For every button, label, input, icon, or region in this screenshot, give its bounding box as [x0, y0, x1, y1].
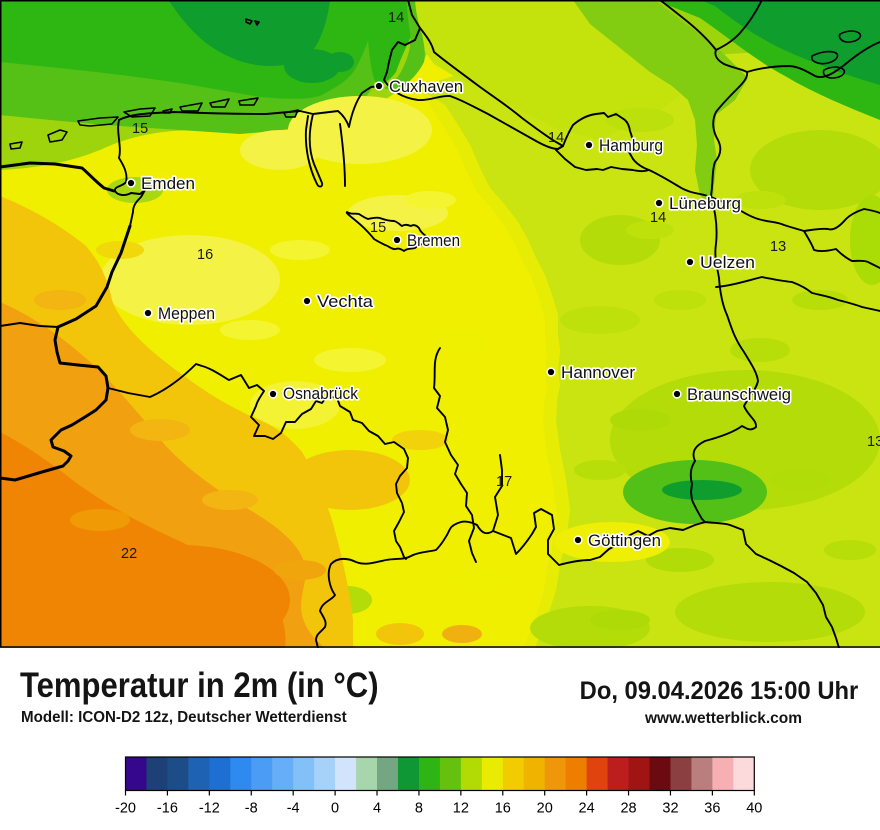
svg-text:Uelzen: Uelzen	[700, 254, 755, 272]
svg-text:Braunschweig: Braunschweig	[687, 386, 791, 404]
svg-text:8: 8	[415, 801, 423, 817]
svg-text:Hamburg: Hamburg	[599, 137, 663, 155]
svg-text:13: 13	[770, 239, 786, 255]
svg-text:-20: -20	[115, 801, 136, 817]
svg-text:16: 16	[495, 801, 511, 817]
svg-text:Meppen: Meppen	[158, 305, 215, 323]
svg-text:13: 13	[867, 434, 880, 450]
svg-text:Cuxhaven: Cuxhaven	[389, 78, 463, 96]
svg-text:-16: -16	[157, 801, 178, 817]
svg-text:28: 28	[620, 801, 636, 817]
svg-text:22: 22	[121, 546, 137, 562]
svg-text:4: 4	[373, 801, 381, 817]
svg-text:-8: -8	[245, 801, 258, 817]
svg-text:Osnabrück: Osnabrück	[283, 385, 359, 403]
svg-text:14: 14	[548, 130, 564, 146]
svg-text:Emden: Emden	[141, 175, 195, 193]
svg-text:17: 17	[496, 474, 512, 490]
svg-text:Lüneburg: Lüneburg	[669, 195, 741, 213]
svg-text:36: 36	[704, 801, 720, 817]
svg-text:14: 14	[388, 10, 404, 26]
svg-text:15: 15	[370, 220, 386, 236]
svg-text:20: 20	[537, 801, 553, 817]
svg-text:0: 0	[331, 801, 339, 817]
svg-text:40: 40	[746, 801, 762, 817]
svg-text:12: 12	[453, 801, 469, 817]
svg-text:15: 15	[132, 121, 148, 137]
svg-text:24: 24	[579, 801, 595, 817]
svg-text:14: 14	[650, 210, 666, 226]
svg-text:Bremen: Bremen	[407, 232, 460, 250]
svg-text:Vechta: Vechta	[317, 293, 374, 311]
svg-text:-4: -4	[287, 801, 300, 817]
svg-text:16: 16	[197, 247, 213, 263]
svg-text:-12: -12	[199, 801, 220, 817]
svg-text:Hannover: Hannover	[561, 364, 636, 382]
svg-text:32: 32	[662, 801, 678, 817]
svg-text:Göttingen: Göttingen	[588, 532, 661, 550]
